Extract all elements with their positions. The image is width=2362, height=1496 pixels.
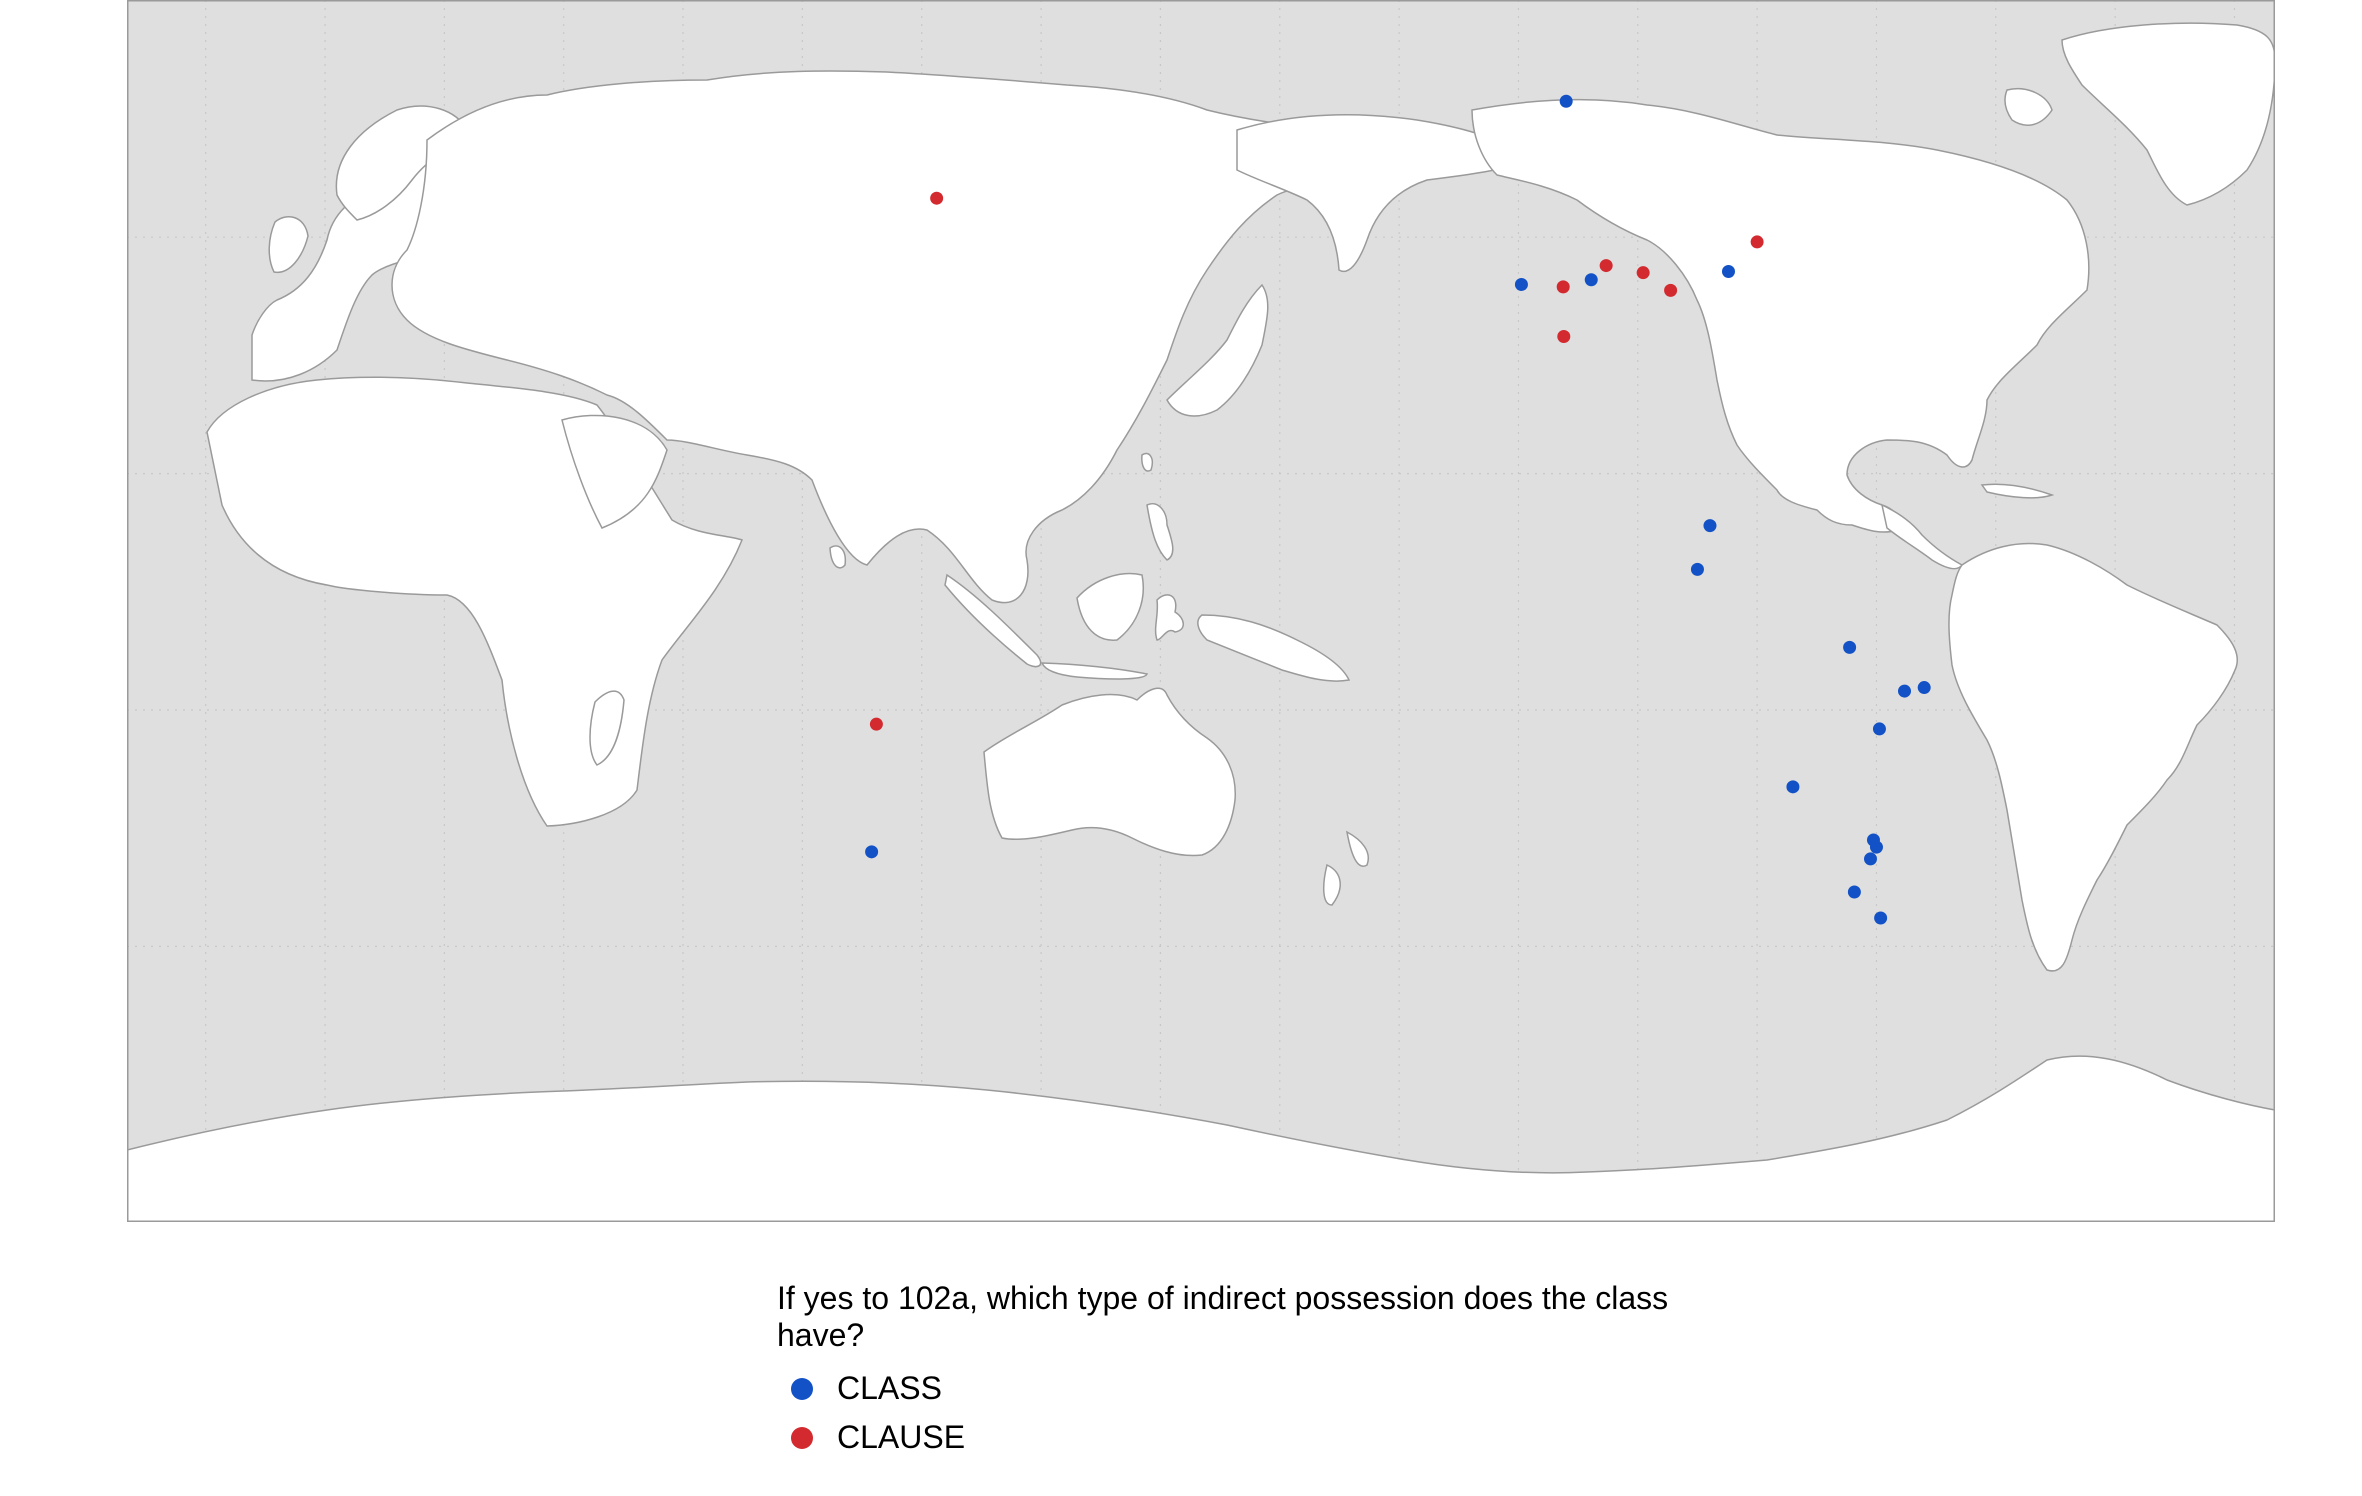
- land-north-america: [1471, 98, 2090, 533]
- land-antarctica: [127, 1055, 2275, 1222]
- language-point-class: [1898, 684, 1912, 698]
- language-point-class: [1690, 562, 1704, 576]
- language-point-clause: [930, 191, 944, 205]
- language-point-class: [1584, 273, 1598, 287]
- land-asia: [391, 70, 1366, 604]
- land-japan: [1166, 283, 1269, 417]
- language-point-class: [1843, 640, 1857, 654]
- land-newzealand: [1322, 830, 1369, 906]
- land-britain: [268, 216, 309, 273]
- land-greenland: [2061, 22, 2275, 206]
- legend-title: If yes to 102a, which type of indirect p…: [777, 1280, 1669, 1353]
- legend-label-clause: CLAUSE: [837, 1419, 966, 1455]
- language-point-class: [1559, 94, 1573, 108]
- land-australia: [983, 687, 1236, 857]
- legend-swatch-class: [791, 1377, 813, 1400]
- world-map: [127, 0, 2275, 1222]
- land-masses: [127, 22, 2275, 1222]
- language-point-clause: [1750, 235, 1764, 249]
- language-point-class: [1872, 722, 1886, 736]
- land-madagascar: [589, 690, 625, 766]
- language-point-class: [1847, 885, 1861, 899]
- language-points: [865, 94, 1931, 925]
- language-point-class: [1786, 780, 1800, 794]
- land-borneo: [1076, 572, 1144, 641]
- language-point-clause: [869, 717, 883, 731]
- land-south-america: [1948, 542, 2238, 972]
- language-point-class: [1721, 264, 1735, 278]
- language-point-clause: [1664, 283, 1678, 297]
- land-cuba: [1980, 483, 2055, 499]
- language-point-class: [1869, 840, 1883, 854]
- legend-label-class: CLASS: [837, 1370, 942, 1406]
- language-point-class: [1863, 852, 1877, 866]
- language-point-clause: [1556, 280, 1570, 294]
- language-point-class: [1874, 911, 1888, 925]
- land-baffin: [2004, 88, 2053, 126]
- land-sulawesi: [1154, 594, 1184, 641]
- land-philippines: [1146, 503, 1174, 561]
- land-sumatra: [944, 573, 1042, 668]
- language-point-class: [865, 845, 879, 859]
- language-point-clause: [1557, 329, 1571, 343]
- land-arabia: [561, 414, 668, 529]
- land-srilanka: [829, 545, 847, 569]
- land-java: [1040, 662, 1148, 680]
- legend-item-class: CLASS: [777, 1364, 1737, 1413]
- land-taiwan: [1141, 452, 1154, 472]
- legend-item-clause: CLAUSE: [777, 1413, 1737, 1462]
- language-point-clause: [1599, 259, 1613, 273]
- language-point-class: [1703, 519, 1717, 533]
- land-newguinea: [1197, 614, 1351, 682]
- language-point-clause: [1636, 266, 1650, 280]
- map-frame: [127, 0, 2275, 1222]
- legend: If yes to 102a, which type of indirect p…: [777, 1280, 1737, 1462]
- language-point-class: [1514, 277, 1528, 291]
- language-point-class: [1917, 681, 1931, 695]
- land-ne-asia: [1236, 114, 1529, 273]
- legend-swatch-clause: [791, 1426, 813, 1449]
